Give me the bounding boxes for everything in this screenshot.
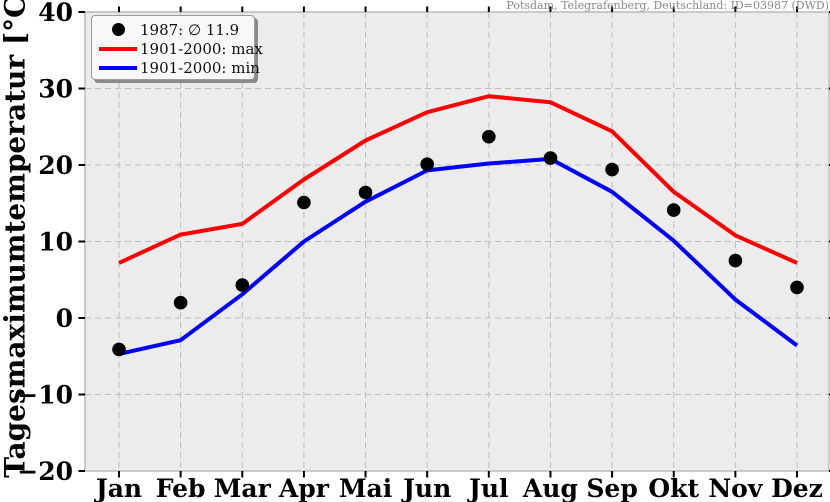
legend-dot-marker-icon bbox=[96, 23, 140, 36]
legend-row-min: 1901-2000: min bbox=[96, 58, 260, 77]
x-tick-label: Okt bbox=[648, 474, 699, 502]
legend: 1987: ∅ 11.9 1901-2000: max 1901-2000: m… bbox=[91, 15, 263, 80]
data-point-1987 bbox=[297, 195, 311, 210]
station-title: Potsdam, Telegrafenberg, Deutschland: ID… bbox=[506, 0, 829, 12]
legend-label-min: 1901-2000: min bbox=[140, 58, 260, 77]
data-point-1987 bbox=[728, 253, 743, 268]
x-tick-label: Aug bbox=[522, 474, 578, 502]
data-point-1987 bbox=[235, 278, 250, 292]
y-axis-label: Tagesmaximumtemperatur [°C] bbox=[0, 0, 32, 478]
data-point-1987 bbox=[112, 342, 126, 357]
y-tick-label: −10 bbox=[17, 381, 73, 410]
legend-min-line-icon bbox=[96, 65, 140, 70]
x-tick-label: Nov bbox=[708, 474, 764, 502]
y-tick-label: 20 bbox=[38, 151, 73, 180]
data-point-1987 bbox=[420, 157, 435, 171]
data-point-1987 bbox=[605, 162, 619, 177]
y-tick-label: 10 bbox=[38, 228, 73, 257]
x-tick-label: Dez bbox=[771, 474, 823, 502]
x-tick-label: Jan bbox=[94, 474, 142, 502]
y-tick-label: −20 bbox=[17, 457, 73, 486]
x-tick-label: Jul bbox=[467, 474, 509, 502]
series-max-line bbox=[118, 94, 798, 265]
data-point-1987 bbox=[790, 280, 804, 295]
data-point-1987 bbox=[482, 129, 496, 144]
x-tick-label: Mai bbox=[339, 474, 392, 502]
y-tick-label: 40 bbox=[38, 0, 73, 27]
legend-row-1987: 1987: ∅ 11.9 bbox=[96, 20, 248, 39]
data-point-1987 bbox=[358, 185, 373, 200]
x-tick-label: Feb bbox=[156, 474, 206, 502]
data-point-1987 bbox=[543, 151, 558, 165]
x-tick-label: Mar bbox=[214, 474, 272, 502]
legend-max-line-icon bbox=[96, 46, 140, 51]
x-tick-label: Apr bbox=[278, 474, 330, 502]
legend-row-max: 1901-2000: max bbox=[96, 39, 263, 58]
y-tick-label: 0 bbox=[56, 304, 73, 333]
y-tick-label: 30 bbox=[38, 75, 73, 104]
data-point-1987 bbox=[666, 203, 681, 217]
series-min-line bbox=[118, 156, 799, 356]
legend-label-max: 1901-2000: max bbox=[140, 39, 263, 58]
legend-label-1987: 1987: ∅ 11.9 bbox=[140, 20, 240, 39]
x-tick-label: Sep bbox=[586, 474, 637, 502]
data-point-1987 bbox=[173, 295, 188, 310]
x-tick-label: Jun bbox=[401, 474, 451, 502]
